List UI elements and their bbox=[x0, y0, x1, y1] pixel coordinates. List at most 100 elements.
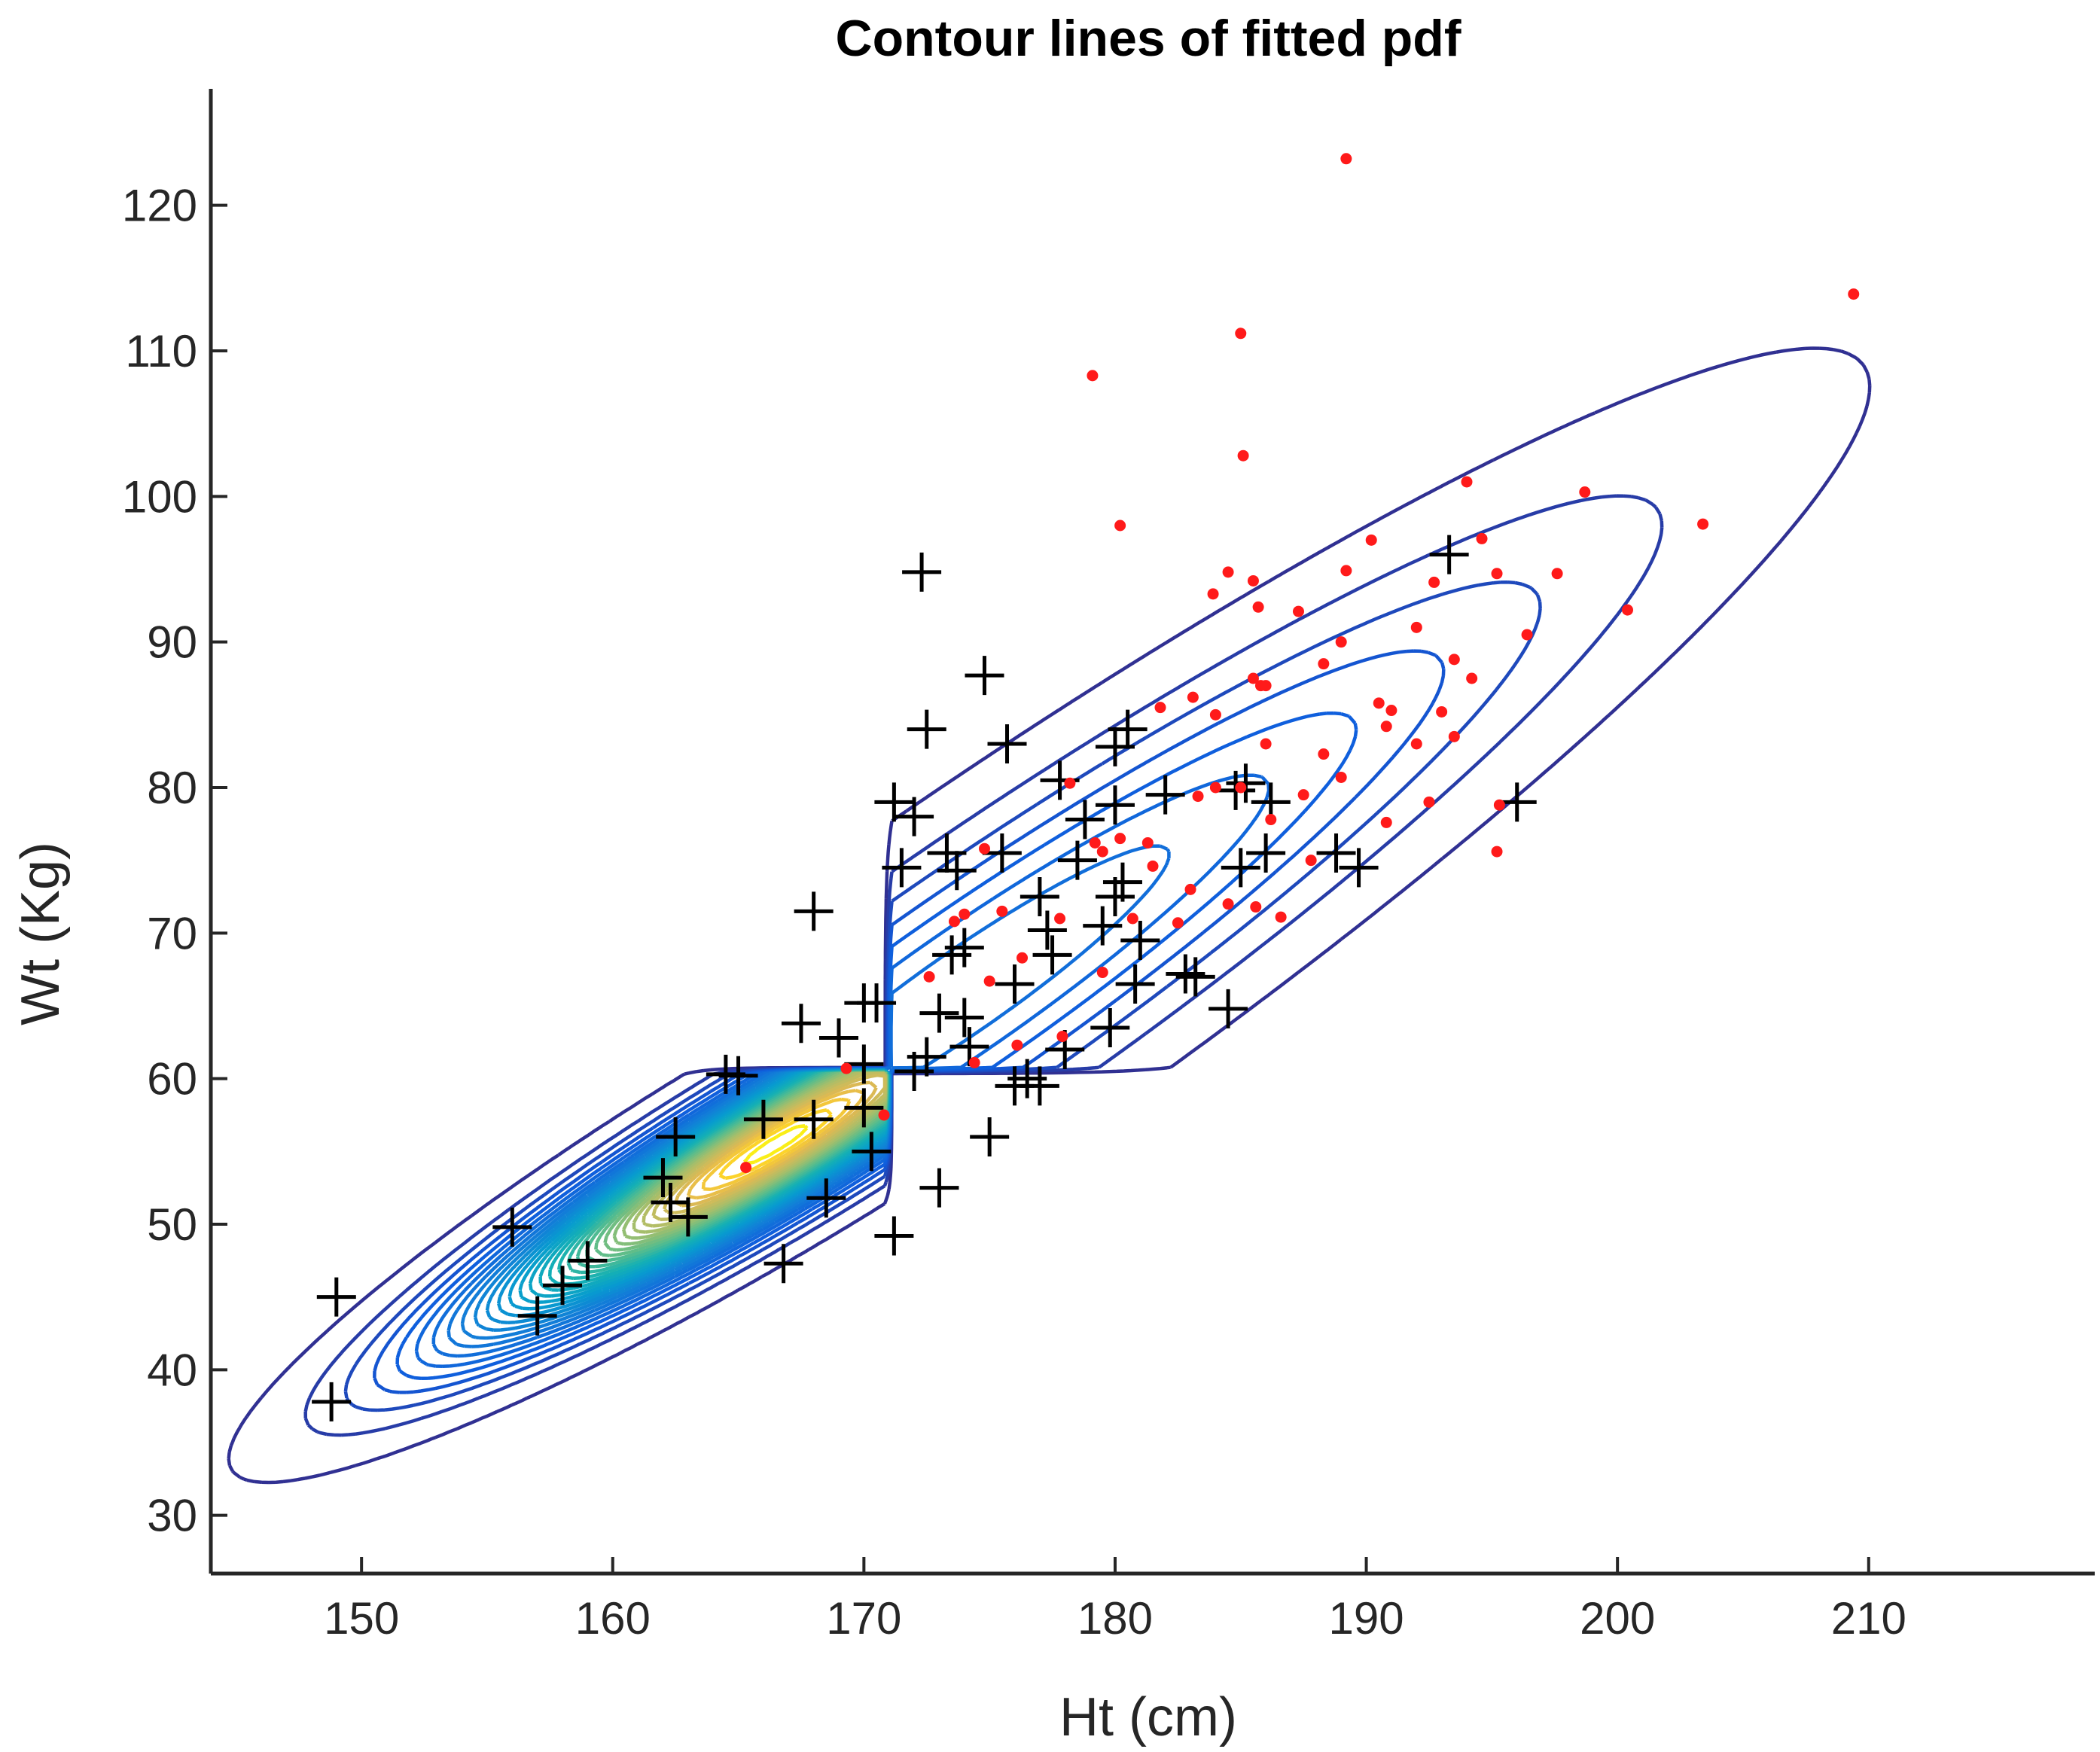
contour-level-20 bbox=[575, 1070, 889, 1269]
plus-marker bbox=[543, 1266, 583, 1306]
dot-marker bbox=[1385, 705, 1397, 717]
dot-marker bbox=[1275, 911, 1287, 923]
dot-marker bbox=[1436, 705, 1448, 718]
dot-marker bbox=[1380, 816, 1392, 828]
dot-marker bbox=[1011, 1039, 1023, 1051]
plus-marker bbox=[919, 993, 959, 1033]
plus-marker bbox=[743, 1099, 783, 1139]
plus-marker bbox=[1145, 775, 1185, 815]
dot-marker bbox=[1114, 520, 1126, 532]
plus-marker bbox=[982, 833, 1022, 873]
plus-marker bbox=[949, 1027, 989, 1067]
dot-marker bbox=[1172, 917, 1184, 929]
plus-marker bbox=[1429, 535, 1469, 574]
dot-marker bbox=[1292, 605, 1304, 617]
plus-marker bbox=[794, 891, 834, 931]
dot-marker bbox=[1697, 518, 1709, 530]
plus-marker bbox=[656, 1117, 696, 1156]
plus-marker bbox=[1020, 877, 1059, 916]
plus-marker bbox=[1246, 833, 1286, 873]
plus-marker bbox=[1115, 964, 1155, 1004]
plus-marker bbox=[643, 1158, 683, 1198]
dot-marker bbox=[1192, 791, 1204, 803]
dot-marker bbox=[1380, 721, 1392, 733]
dot-marker-series bbox=[740, 153, 1860, 1174]
contour-level-16 bbox=[538, 1069, 890, 1292]
plus-marker bbox=[1120, 921, 1160, 960]
dot-marker bbox=[948, 916, 960, 928]
plus-marker bbox=[1090, 1008, 1130, 1047]
dot-marker bbox=[1154, 702, 1166, 714]
plus-marker bbox=[874, 1216, 914, 1256]
dot-marker bbox=[1089, 836, 1101, 849]
plus-marker bbox=[1032, 935, 1072, 975]
plus-marker bbox=[1102, 862, 1142, 902]
plus-marker bbox=[1057, 840, 1097, 880]
plus-marker bbox=[874, 782, 914, 822]
x-tick-label: 180 bbox=[1077, 1593, 1153, 1644]
dot-marker bbox=[968, 1056, 980, 1068]
y-axis-label: Wt (Kg) bbox=[11, 842, 71, 1025]
dot-marker bbox=[1209, 782, 1221, 794]
dot-marker bbox=[1237, 449, 1249, 462]
contour-level-9 bbox=[460, 1068, 892, 1340]
dot-marker bbox=[1373, 697, 1385, 709]
plus-marker bbox=[944, 928, 984, 967]
contour-level-15 bbox=[528, 1069, 890, 1298]
plus-marker bbox=[937, 851, 977, 891]
plus-marker bbox=[1339, 848, 1379, 888]
dot-marker bbox=[1247, 672, 1259, 684]
y-tick-label: 90 bbox=[147, 617, 197, 668]
dot-marker bbox=[1265, 814, 1277, 826]
dot-marker bbox=[1222, 898, 1234, 910]
dot-marker bbox=[1056, 1031, 1068, 1043]
plus-marker bbox=[763, 1244, 803, 1284]
plus-marker bbox=[668, 1197, 708, 1237]
plus-marker bbox=[1095, 785, 1135, 825]
plus-marker bbox=[987, 724, 1027, 763]
y-tick-label: 80 bbox=[147, 763, 197, 813]
dot-marker bbox=[1184, 883, 1196, 895]
dot-marker bbox=[1235, 328, 1247, 340]
plus-marker bbox=[1020, 1066, 1059, 1106]
dot-marker bbox=[1087, 370, 1099, 382]
dot-marker bbox=[923, 970, 935, 983]
dot-marker bbox=[983, 975, 995, 987]
plus-marker bbox=[819, 1018, 858, 1058]
dot-marker bbox=[1491, 846, 1503, 858]
contour-level-23 bbox=[603, 1071, 888, 1252]
dot-marker bbox=[1848, 288, 1860, 300]
dot-marker bbox=[1305, 855, 1317, 867]
dot-marker bbox=[1016, 952, 1029, 964]
dot-marker bbox=[740, 1162, 752, 1174]
plus-marker bbox=[1226, 763, 1266, 803]
plus-marker bbox=[794, 1099, 834, 1139]
dot-marker bbox=[1252, 601, 1264, 613]
plus-marker bbox=[806, 1178, 846, 1218]
dot-marker bbox=[1423, 796, 1435, 808]
dot-marker bbox=[1476, 532, 1488, 544]
plus-marker bbox=[781, 1004, 821, 1044]
plus-marker bbox=[1175, 957, 1215, 997]
plus-marker bbox=[902, 552, 942, 592]
plus-marker bbox=[312, 1382, 352, 1421]
y-tick-label: 120 bbox=[122, 181, 197, 231]
y-tick-label: 70 bbox=[147, 908, 197, 958]
plus-marker bbox=[568, 1241, 608, 1281]
dot-marker bbox=[1461, 476, 1473, 488]
dot-marker bbox=[1222, 566, 1234, 578]
x-tick-label: 190 bbox=[1329, 1593, 1404, 1644]
plus-marker bbox=[907, 709, 946, 749]
plus-marker bbox=[995, 964, 1035, 1004]
y-tick-label: 100 bbox=[122, 471, 197, 522]
contour-level-32 bbox=[701, 1097, 852, 1191]
plus-marker bbox=[1316, 833, 1356, 873]
dot-marker bbox=[1335, 771, 1347, 783]
dot-marker bbox=[878, 1109, 890, 1121]
y-tick-label: 110 bbox=[125, 326, 197, 376]
plus-marker bbox=[927, 833, 967, 873]
contour-level-6 bbox=[414, 773, 1271, 1369]
dot-marker bbox=[1250, 901, 1262, 913]
